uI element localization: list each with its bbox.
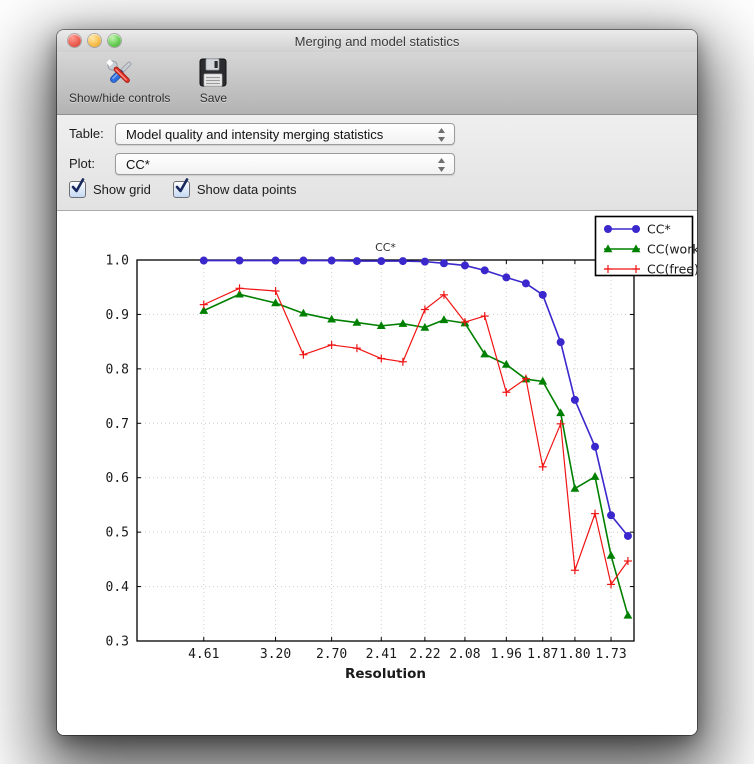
table-label: Table: — [69, 126, 104, 141]
legend-label: CC* — [647, 222, 671, 237]
x-tick-label: 1.80 — [559, 647, 590, 662]
app-window: Merging and model statistics — [57, 30, 697, 735]
grid-lines — [137, 259, 634, 642]
legend: CC* CC(work) CC(free) — [594, 215, 697, 277]
tools-icon — [103, 56, 137, 90]
toolbar-button-label: Save — [199, 91, 228, 105]
window-title: Merging and model statistics — [294, 33, 460, 49]
y-tick-label: 0.7 — [106, 417, 129, 432]
y-tick-label: 0.6 — [106, 471, 129, 486]
table-select-value: Model quality and intensity merging stat… — [126, 126, 384, 142]
x-tick-label: 1.73 — [595, 647, 626, 662]
chart-title: CC* — [375, 241, 396, 254]
close-button[interactable] — [68, 34, 81, 47]
x-tick-label: 2.22 — [409, 647, 440, 662]
save-button[interactable]: Save — [196, 56, 230, 105]
checkmark-icon — [172, 178, 190, 198]
y-tick-label: 0.4 — [106, 580, 130, 595]
plot-label: Plot: — [69, 156, 96, 171]
series-CC* — [199, 256, 632, 540]
axes-frame — [136, 259, 635, 642]
stepper-arrows-icon — [437, 157, 446, 173]
series-CC(free) — [199, 284, 632, 589]
y-tick-label: 1.0 — [106, 254, 129, 269]
traffic-lights — [68, 34, 121, 47]
cc-plot-chart: 0.3 0.4 0.5 0.6 0.7 0.8 0.9 1.0 4.61 3.20 2.70 2.41… — [106, 215, 697, 682]
x-axis-label: Resolution — [345, 666, 426, 682]
table-select[interactable]: Model quality and intensity merging stat… — [115, 123, 455, 145]
show-hide-controls-button[interactable]: Show/hide controls — [69, 56, 170, 105]
title-bar[interactable]: Merging and model statistics — [57, 30, 697, 52]
x-tick-label: 1.96 — [491, 647, 522, 662]
series-CC(work) — [199, 289, 633, 619]
x-tick-label: 4.61 — [188, 647, 219, 662]
controls-panel: Table: Model quality and intensity mergi… — [57, 115, 697, 211]
show-grid-checkbox[interactable]: Show grid — [69, 178, 151, 198]
checkmark-icon — [69, 178, 86, 198]
checkbox-label: Show data points — [196, 182, 297, 197]
x-tick-label: 3.20 — [260, 647, 291, 662]
save-icon — [196, 56, 230, 90]
minimize-button[interactable] — [88, 34, 101, 47]
toolbar-button-label: Show/hide controls — [69, 91, 171, 105]
legend-label: CC(free) — [647, 262, 697, 277]
zoom-button[interactable] — [108, 34, 121, 47]
plot-canvas: 0.3 0.4 0.5 0.6 0.7 0.8 0.9 1.0 4.61 3.20 2.70 2.41… — [57, 211, 697, 735]
y-tick-label: 0.8 — [106, 362, 129, 377]
stepper-arrows-icon — [437, 127, 446, 143]
x-tick-label: 2.41 — [366, 647, 397, 662]
x-tick-label: 2.70 — [316, 647, 347, 662]
toolbar: Show/hide controls Save — [57, 52, 697, 115]
y-tick-label: 0.3 — [106, 635, 129, 650]
checkbox-label: Show grid — [93, 182, 151, 197]
show-data-points-checkbox[interactable]: Show data points — [172, 178, 297, 198]
x-tick-label: 1.87 — [527, 647, 558, 662]
x-tick-label: 2.08 — [449, 647, 480, 662]
plot-select-value: CC* — [126, 156, 150, 172]
legend-label: CC(work) — [647, 242, 697, 257]
y-tick-label: 0.5 — [106, 526, 129, 541]
y-tick-label: 0.9 — [106, 308, 129, 323]
tick-marks — [137, 259, 634, 642]
plot-select[interactable]: CC* — [115, 153, 455, 175]
checkbox-row: Show grid Show data points — [69, 178, 297, 198]
